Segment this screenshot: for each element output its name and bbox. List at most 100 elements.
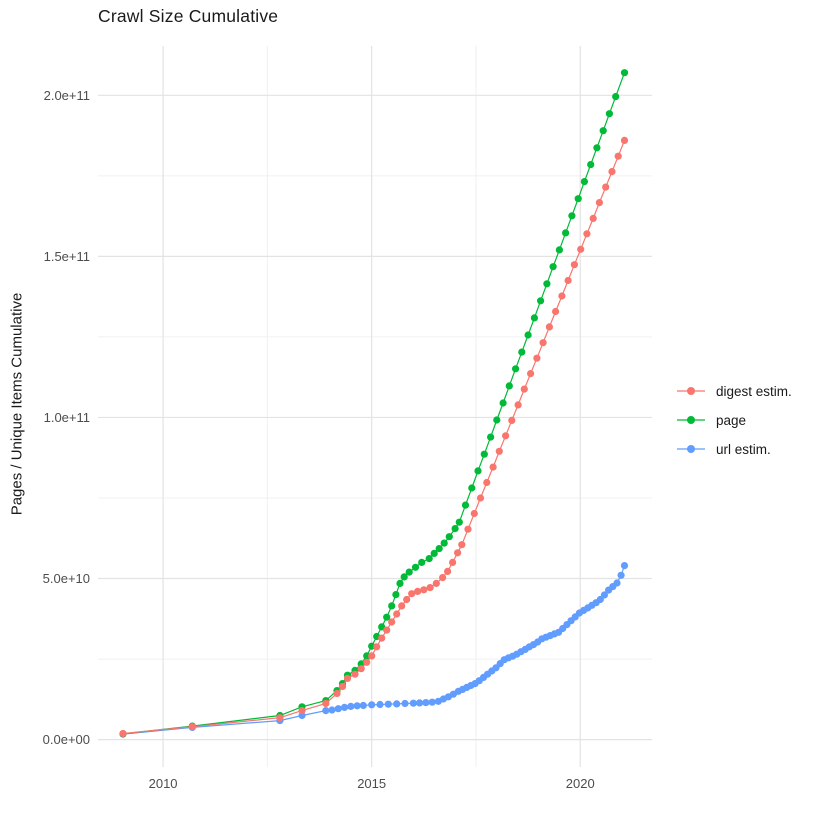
data-point-page — [440, 539, 448, 547]
data-point-digest-estim — [552, 307, 560, 316]
data-point-page — [499, 399, 507, 407]
data-point-digest-estim — [464, 525, 472, 533]
data-point-digest-estim — [502, 432, 510, 440]
data-point-digest-estim — [420, 586, 428, 594]
data-point-digest-estim — [583, 230, 591, 238]
data-point-digest-estim — [439, 574, 447, 582]
data-point-page — [461, 501, 470, 509]
y-tick-label: 0.0e+00 — [43, 732, 90, 747]
data-point-digest-estim — [514, 401, 522, 409]
data-point-digest-estim — [483, 478, 491, 487]
data-point-page — [555, 246, 564, 254]
data-point-page — [425, 555, 433, 563]
data-point-page — [537, 297, 545, 305]
data-point-page — [605, 110, 614, 118]
data-point-digest-estim — [570, 261, 579, 269]
data-point-url-estim — [322, 707, 330, 715]
data-point-page — [505, 382, 513, 390]
data-point-digest-estim — [454, 549, 462, 557]
data-point-digest-estim — [119, 729, 127, 738]
data-point-page — [487, 433, 495, 441]
data-point-url-estim — [359, 701, 367, 710]
data-point-url-estim — [600, 591, 609, 599]
data-point-page — [435, 545, 443, 553]
data-point-url-estim — [422, 699, 430, 707]
data-point-digest-estim — [363, 658, 371, 666]
data-point-digest-estim — [476, 494, 485, 502]
data-point-url-estim — [620, 562, 629, 570]
data-point-url-estim — [617, 571, 625, 579]
data-point-page — [418, 558, 426, 567]
data-point-digest-estim — [338, 682, 347, 691]
data-point-page — [568, 212, 576, 220]
data-point-digest-estim — [432, 579, 440, 588]
data-point-digest-estim — [373, 643, 381, 651]
legend: digest estim. page url estim. — [676, 380, 792, 460]
data-point-page — [518, 348, 526, 356]
data-point-digest-estim — [564, 276, 572, 285]
y-tick-label: 1.5e+11 — [44, 249, 90, 264]
data-point-page — [599, 127, 607, 135]
data-point-page — [455, 518, 463, 526]
x-tick-label: 2010 — [149, 776, 178, 791]
data-point-page — [593, 144, 601, 152]
data-point-page — [400, 573, 408, 581]
data-point-page — [524, 331, 532, 339]
data-point-url-estim — [393, 700, 401, 708]
data-point-page — [620, 69, 629, 77]
data-point-digest-estim — [298, 707, 306, 715]
data-point-digest-estim — [527, 370, 535, 378]
y-tick-label: 5.0e+10 — [43, 571, 90, 586]
data-point-digest-estim — [398, 602, 406, 610]
legend-item-digest-estim: digest estim. — [676, 380, 792, 402]
data-point-digest-estim — [520, 385, 528, 393]
legend-label: digest estim. — [716, 383, 792, 399]
data-point-digest-estim — [333, 689, 341, 698]
data-point-digest-estim — [408, 590, 416, 598]
legend-key-icon — [677, 445, 705, 453]
data-point-page — [430, 549, 438, 558]
legend-key-icon — [677, 416, 705, 424]
data-point-digest-estim — [489, 463, 497, 471]
x-tick-label: 2015 — [357, 776, 386, 791]
data-point-page — [493, 416, 501, 424]
legend-key-icon — [677, 387, 705, 395]
data-point-page — [543, 280, 551, 288]
data-point-digest-estim — [414, 587, 422, 596]
y-tick-label: 2.0e+11 — [44, 88, 90, 103]
data-point-digest-estim — [357, 665, 365, 673]
data-point-page — [388, 602, 396, 610]
data-point-page — [468, 484, 476, 492]
data-point-digest-estim — [545, 323, 554, 331]
data-point-digest-estim — [539, 339, 547, 347]
data-point-page — [574, 195, 582, 203]
data-point-page — [474, 467, 482, 475]
data-point-digest-estim — [558, 292, 566, 300]
legend-item-url-estim: url estim. — [676, 438, 792, 460]
data-point-digest-estim — [470, 509, 478, 518]
y-tick-label: 1.0e+11 — [44, 410, 90, 425]
data-point-url-estim — [347, 702, 355, 711]
data-point-url-estim — [368, 701, 376, 709]
data-point-url-estim — [376, 700, 384, 709]
data-point-digest-estim — [276, 714, 284, 722]
data-point-digest-estim — [595, 199, 604, 207]
data-point-page — [445, 533, 453, 541]
data-point-page — [480, 450, 488, 458]
data-point-digest-estim — [351, 670, 359, 678]
data-point-url-estim — [613, 579, 621, 587]
data-point-digest-estim — [589, 214, 597, 222]
legend-item-page: page — [676, 409, 792, 431]
data-point-page — [580, 178, 589, 186]
data-point-url-estim — [353, 702, 361, 710]
data-point-digest-estim — [608, 168, 616, 176]
data-point-digest-estim — [378, 634, 386, 642]
data-point-digest-estim — [449, 558, 457, 567]
data-point-page — [363, 652, 371, 660]
data-point-digest-estim — [388, 618, 396, 626]
data-point-digest-estim — [602, 183, 610, 191]
data-point-page — [405, 568, 413, 576]
data-point-url-estim — [428, 698, 436, 706]
